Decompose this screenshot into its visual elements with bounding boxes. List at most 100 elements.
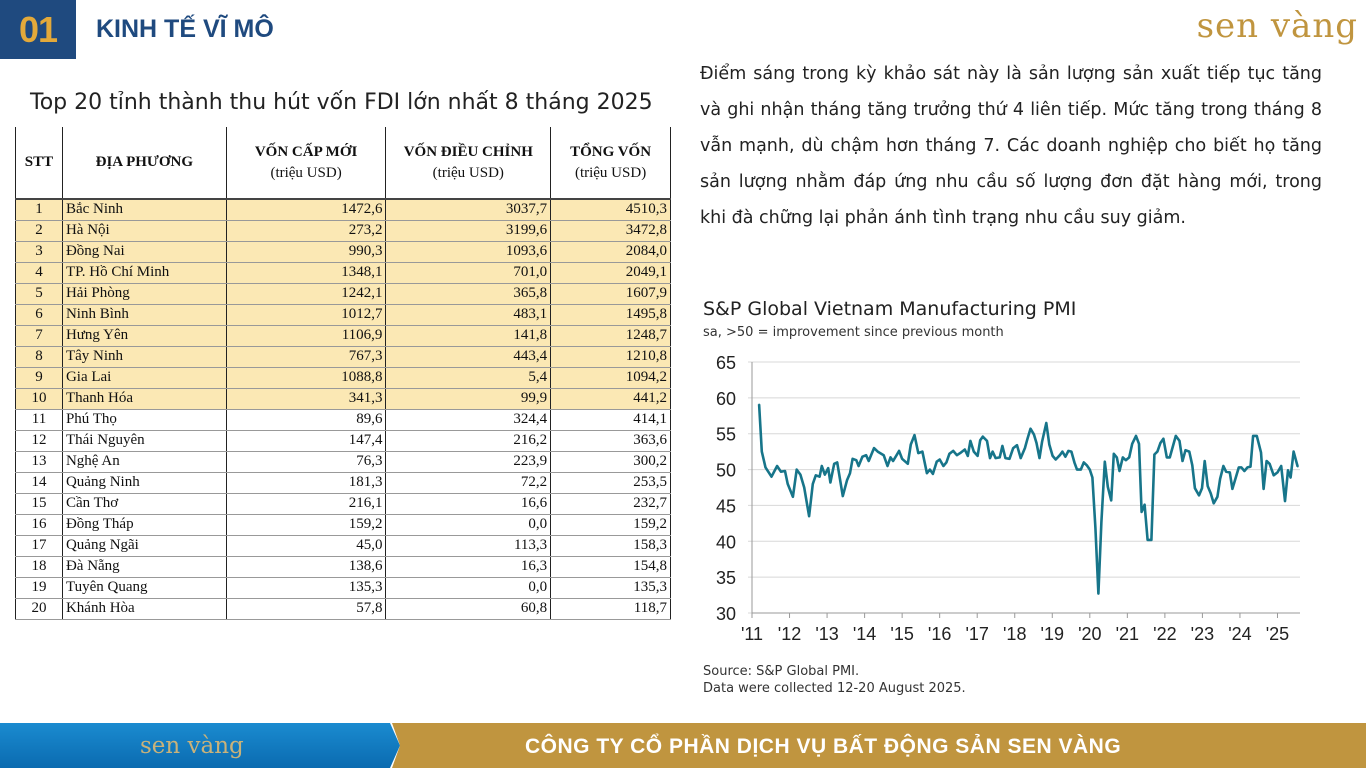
- pmi-data-point: [1076, 468, 1078, 471]
- pmi-data-point: [967, 455, 969, 457]
- cell-total: 1094,2: [550, 366, 671, 389]
- pmi-data-point: [1222, 465, 1225, 467]
- cell-new: 1088,8: [225, 366, 387, 389]
- pmi-data-point: [1206, 485, 1209, 487]
- chart-title: S&P Global Vietnam Manufacturing PMI: [703, 298, 1077, 320]
- cell-new: 45,0: [225, 534, 387, 557]
- pmi-data-point: [1116, 456, 1118, 459]
- pmi-data-point: [867, 460, 870, 462]
- cell-total: 158,3: [550, 534, 671, 557]
- pmi-data-point: [1268, 463, 1271, 465]
- cell-new: 1106,9: [225, 324, 387, 347]
- table-row: 3 Đồng Nai 990,3 1093,6 2084,0: [15, 240, 671, 263]
- pmi-data-point: [851, 458, 854, 460]
- pmi-data-point: [906, 463, 909, 465]
- cell-total: 2049,1: [550, 261, 671, 284]
- cell-new: 767,3: [225, 345, 387, 368]
- pmi-data-point: [1083, 461, 1085, 464]
- cell-adjusted: 443,4: [385, 345, 552, 368]
- pmi-data-point: [1203, 460, 1206, 462]
- pmi-data-point: [1131, 442, 1134, 445]
- pmi-data-point: [1143, 503, 1146, 506]
- pmi-data-point: [1174, 435, 1177, 437]
- cell-adjusted: 216,2: [385, 429, 552, 452]
- pmi-data-point: [1122, 456, 1124, 459]
- pmi-data-point: [873, 447, 875, 449]
- y-tick-label: 40: [716, 532, 736, 552]
- pmi-data-point: [764, 466, 767, 469]
- pmi-data-point: [882, 454, 885, 457]
- pmi-data-point: [1238, 466, 1240, 469]
- cell-province: Thanh Hóa: [61, 387, 227, 410]
- pmi-line-chart: 30 35 40 45 50 55 60 65 '11 '12 '13 '14 '15 '16 '17 '18…: [716, 353, 1300, 644]
- cell-province: Thái Nguyên: [61, 429, 227, 452]
- cell-new: 990,3: [225, 240, 387, 263]
- cell-total: 414,1: [550, 408, 671, 431]
- pmi-data-point: [1033, 433, 1035, 436]
- pmi-data-point: [989, 457, 991, 459]
- cell-province: Bắc Ninh: [61, 198, 227, 221]
- table-row: 8 Tây Ninh 767,3 443,4 1210,8: [15, 345, 671, 368]
- col-province: ĐỊA PHƯƠNG: [61, 127, 227, 200]
- footer-company-name: CÔNG TY CỔ PHẦN DỊCH VỤ BẤT ĐỘNG SẢN SEN…: [525, 735, 1122, 758]
- pmi-data-point: [1135, 435, 1137, 437]
- fdi-table: STT ĐỊA PHƯƠNG VỐN CẤP MỚI (triệu USD) VỐ…: [15, 127, 671, 620]
- cell-stt: 20: [15, 597, 63, 620]
- footer-right-band: [392, 723, 1366, 768]
- col-adjusted-capital: VỐN ĐIỀU CHỈNH (triệu USD): [385, 127, 552, 200]
- cell-province: Đồng Tháp: [61, 513, 227, 536]
- pmi-data-point: [938, 458, 941, 461]
- pmi-data-point: [1249, 465, 1252, 468]
- pmi-data-point: [979, 439, 982, 441]
- pmi-data-point: [1188, 450, 1191, 453]
- table-row: 13 Nghệ An 76,3 223,9 300,2: [15, 450, 671, 473]
- pmi-data-point: [898, 450, 900, 452]
- pmi-data-point: [1051, 455, 1054, 457]
- cell-total: 1248,7: [550, 324, 671, 347]
- pmi-data-point: [1138, 442, 1140, 445]
- pmi-data-point: [1118, 470, 1121, 472]
- pmi-data-point: [991, 450, 994, 453]
- pmi-data-point: [892, 460, 894, 462]
- x-tick-label: '14: [853, 624, 876, 644]
- y-tick-label: 30: [716, 604, 736, 624]
- pmi-data-point: [1038, 457, 1041, 459]
- pmi-data-point: [786, 483, 789, 485]
- pmi-data-point: [1001, 445, 1004, 447]
- footer-left-band: [0, 723, 400, 768]
- pmi-data-point: [1243, 470, 1246, 472]
- pmi-data-point: [1262, 488, 1265, 490]
- pmi-data-point: [1100, 521, 1103, 523]
- pmi-data-point: [857, 465, 860, 467]
- pmi-data-point: [960, 451, 962, 454]
- table-row: 6 Ninh Bình 1012,7 483,1 1495,8: [15, 303, 671, 326]
- pmi-data-point: [1292, 450, 1295, 453]
- cell-province: Hải Phòng: [61, 282, 227, 305]
- pmi-data-point: [1097, 592, 1100, 595]
- pmi-data-point: [1219, 478, 1221, 480]
- pmi-data-point: [1128, 456, 1131, 459]
- pmi-data-point: [760, 450, 763, 453]
- pmi-data-point: [998, 456, 1001, 459]
- pmi-data-point: [1150, 539, 1153, 541]
- pmi-data-point: [1107, 485, 1109, 488]
- pmi-data-point: [795, 468, 798, 471]
- x-tick-label: '24: [1228, 624, 1251, 644]
- cell-new: 159,2: [225, 513, 387, 536]
- pmi-data-point: [833, 463, 835, 465]
- cell-adjusted: 16,6: [385, 492, 552, 515]
- commentary-paragraph: Điểm sáng trong kỳ khảo sát này là sản l…: [700, 64, 1322, 228]
- table-row: 19 Tuyên Quang 135,3 0,0 135,3: [15, 576, 671, 599]
- cell-adjusted: 5,4: [385, 366, 552, 389]
- cell-stt: 10: [15, 387, 63, 410]
- pmi-data-point: [827, 467, 829, 469]
- table-title: Top 20 tỉnh thành thu hút vốn FDI lớn nh…: [30, 90, 653, 115]
- cell-total: 3472,8: [550, 219, 671, 242]
- cell-stt: 14: [15, 471, 63, 494]
- cell-province: TP. Hồ Chí Minh: [61, 261, 227, 284]
- cell-stt: 18: [15, 555, 63, 578]
- cell-total: 1210,8: [550, 345, 671, 368]
- cell-total: 300,2: [550, 450, 671, 473]
- pmi-data-point: [1229, 471, 1231, 474]
- pmi-data-point: [1113, 452, 1115, 455]
